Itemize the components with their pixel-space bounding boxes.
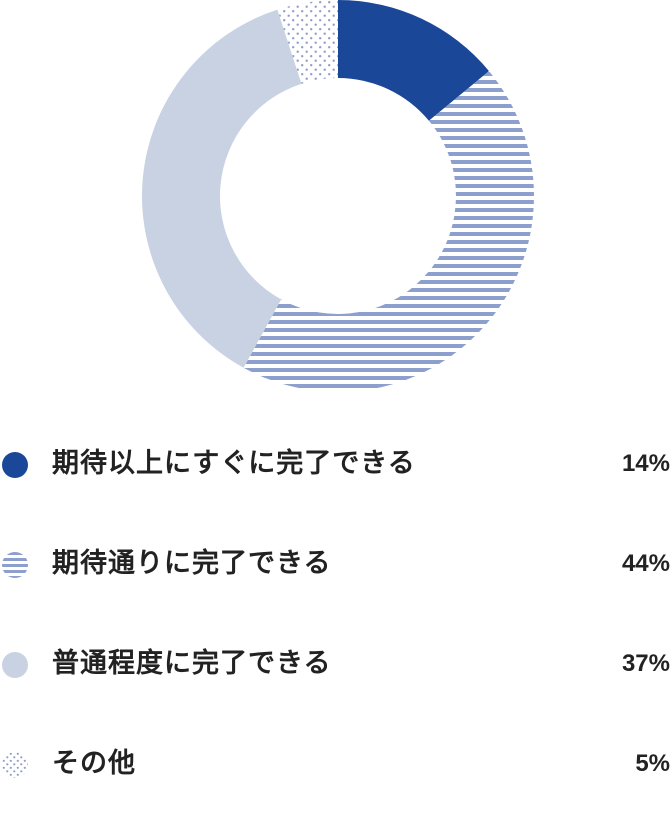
- donut-chart: [141, 0, 534, 393]
- legend-label-0: 期待以上にすぐに完了できる: [52, 448, 416, 479]
- legend-item-0: 期待以上にすぐに完了できる 14%: [0, 414, 672, 514]
- legend-swatch-2: [2, 652, 28, 678]
- legend-value-1: 44%: [621, 550, 670, 577]
- legend-swatch-circle-2: [2, 652, 28, 678]
- legend-label-3: その他: [52, 748, 136, 779]
- legend-value-3: 5%: [635, 750, 670, 777]
- legend-swatch-1: [2, 552, 28, 578]
- legend-swatch-0: [2, 452, 28, 478]
- slice-1: [243, 71, 534, 393]
- slice-3: [277, 0, 338, 84]
- legend-swatch-3: [2, 752, 28, 778]
- legend-label-2: 普通程度に完了できる: [52, 648, 332, 679]
- legend-swatch-circle-0: [2, 452, 28, 478]
- legend-item-1: 期待通りに完了できる 44%: [0, 514, 672, 614]
- legend-swatch-circle-3: [2, 752, 28, 778]
- legend-item-3: その他 5%: [0, 714, 672, 814]
- legend-value-0: 14%: [621, 450, 670, 477]
- slice-0: [338, 0, 490, 121]
- legend-item-2: 普通程度に完了できる 37%: [0, 614, 672, 714]
- legend: 期待以上にすぐに完了できる 14% 期待通りに完了できる 44% 普通程度に完了…: [0, 414, 672, 814]
- legend-label-1: 期待通りに完了できる: [52, 548, 332, 579]
- slice-2: [141, 9, 302, 368]
- legend-swatch-circle-1: [2, 552, 28, 578]
- legend-value-2: 37%: [621, 650, 670, 677]
